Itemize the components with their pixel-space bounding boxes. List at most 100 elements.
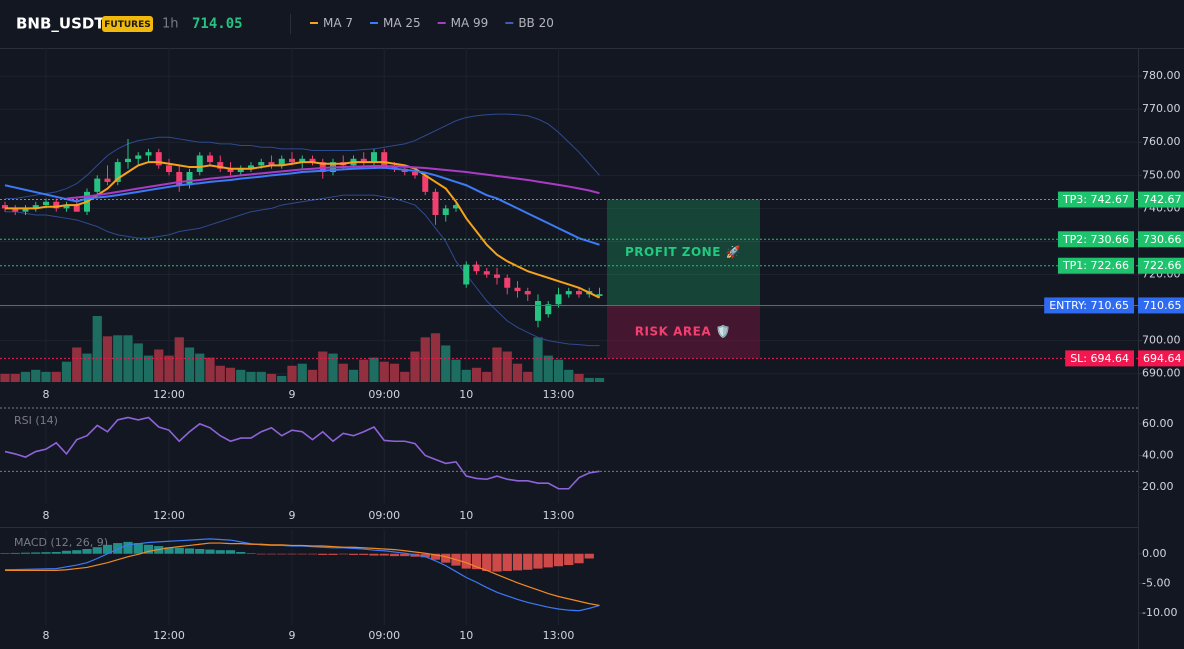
histogram-bar (492, 553, 502, 572)
histogram-bar (133, 543, 143, 554)
legend-label: MA 99 (451, 16, 489, 30)
histogram-bar (174, 547, 184, 554)
candle-body (268, 162, 275, 166)
level-axis-box (1138, 231, 1184, 248)
bollinger-lower (5, 194, 600, 347)
candle-body (258, 162, 265, 166)
histogram-bar (461, 553, 471, 569)
x-tick-label: 13:00 (543, 629, 575, 642)
y-tick-label: 40.00 (1142, 449, 1174, 462)
candle-body (494, 274, 500, 278)
moving-average (5, 161, 600, 299)
histogram-bar (20, 552, 31, 554)
x-tick-label: 09:00 (368, 509, 400, 522)
histogram-bar (369, 553, 379, 556)
histogram-bar (287, 553, 297, 555)
level-axis-label: 710.65 (1143, 299, 1182, 312)
volume-bar (533, 337, 543, 382)
candle-body (289, 158, 295, 163)
zone (607, 199, 760, 306)
bollinger-upper (5, 113, 600, 199)
histogram-bar (574, 553, 584, 564)
candle-body (114, 162, 121, 182)
candle-body (360, 158, 367, 163)
volume-bar (215, 365, 225, 382)
candle-body (166, 165, 172, 173)
candle-body (186, 172, 193, 186)
level-label: ENTRY: 710.65 (1049, 299, 1129, 312)
volume-bar (584, 377, 594, 382)
candle-body (371, 152, 377, 163)
level-axis-box (1138, 350, 1184, 367)
x-tick-label: 13:00 (543, 388, 575, 401)
candle-body (2, 205, 8, 209)
volume-bar (154, 349, 164, 382)
candle-body (524, 291, 531, 295)
y-tick-label: 750.00 (1142, 168, 1181, 181)
badge-text: FUTURES (104, 20, 150, 30)
candle-body (22, 208, 29, 212)
volume-bar (133, 343, 143, 382)
candle-body (381, 152, 388, 166)
histogram-bar (143, 544, 154, 554)
candle-body (565, 291, 572, 295)
candle-body (596, 294, 603, 297)
volume-bar (102, 336, 113, 382)
candle-body (248, 165, 254, 169)
candle-body (155, 152, 162, 166)
volume-bar (348, 369, 359, 382)
candle-body (576, 291, 582, 295)
candle-body (125, 158, 131, 163)
volume-bar (31, 369, 41, 382)
volume-bar (492, 347, 502, 382)
volume-bar (225, 367, 236, 382)
y-tick-label: 760.00 (1142, 135, 1181, 148)
volume-bar (420, 337, 430, 382)
volume-bar (297, 363, 307, 382)
volume-bar (400, 371, 410, 382)
symbol: BNB_USDT (16, 15, 105, 33)
panel-title: MACD (12, 26, 9) (14, 536, 108, 549)
histogram-bar (471, 553, 482, 570)
y-tick-label: 20.00 (1142, 480, 1174, 493)
volume-bar (20, 371, 31, 382)
x-tick-label: 12:00 (153, 388, 185, 401)
level-label-box (1065, 350, 1134, 367)
histogram-bar (307, 553, 318, 555)
candle-body (135, 155, 142, 159)
y-tick-label: 770.00 (1142, 102, 1181, 115)
level-axis-box (1138, 297, 1184, 314)
x-tick-label: 8 (43, 509, 50, 522)
candle-body (504, 277, 511, 288)
volume-bar (574, 373, 584, 382)
histogram-bar (338, 553, 348, 555)
histogram-bar (61, 550, 72, 554)
histogram-bar (256, 553, 266, 555)
histogram-bar (51, 551, 61, 554)
moving-average (66, 165, 600, 200)
volume-bar (256, 371, 266, 382)
histogram-bar (92, 547, 102, 554)
histogram-bar (225, 550, 236, 554)
volume-bar (72, 347, 82, 382)
level-label-box (1057, 191, 1134, 208)
volume-bar (523, 371, 533, 382)
volume-bar (318, 351, 328, 382)
volume-bar (543, 355, 553, 382)
legend-label: MA 25 (383, 16, 421, 30)
x-tick-label: 12:00 (153, 509, 185, 522)
candle-body (422, 175, 429, 192)
candle-body (535, 300, 541, 321)
candle-body (73, 205, 80, 212)
candle-body (278, 158, 285, 166)
candle-body (555, 294, 562, 305)
candle-body (442, 208, 449, 215)
histogram-bar (297, 553, 307, 555)
candle-body (145, 152, 152, 156)
volume-bar (451, 359, 461, 382)
volume-bar (236, 369, 246, 382)
level-axis-box (1138, 257, 1184, 274)
histogram-bar (215, 550, 225, 554)
candle-body (545, 304, 552, 315)
